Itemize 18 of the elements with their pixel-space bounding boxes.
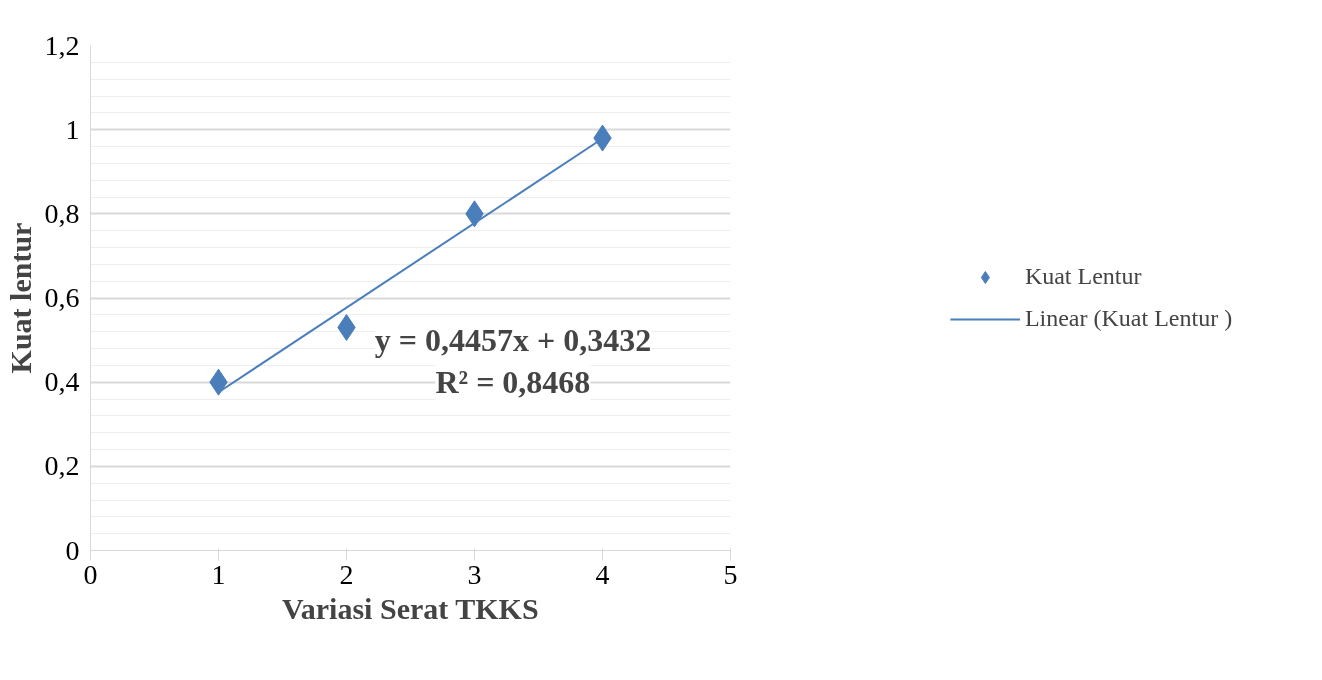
x-tick-label: 1 — [211, 558, 226, 590]
x-tick-label: 4 — [595, 558, 610, 590]
legend-label: Kuat Lentur — [1024, 263, 1142, 290]
y-tick-label: 0,8 — [44, 197, 80, 229]
x-tick-label: 3 — [467, 558, 482, 590]
y-tick-label: 0,2 — [44, 450, 80, 482]
x-axis-title: Variasi Serat TKKS — [281, 591, 539, 625]
annotation: y = 0,4457x + 0,3432 — [374, 322, 652, 359]
legend-label: Linear (Kuat Lentur ) — [1024, 305, 1233, 332]
y-tick-label: 0 — [65, 534, 80, 566]
y-tick-label: 0,6 — [44, 282, 80, 313]
y-tick-label: 1,2 — [44, 29, 80, 61]
x-tick-label: 2 — [339, 558, 354, 590]
y-axis-title: Kuat lentur — [3, 222, 37, 374]
y-tick-label: 0,4 — [44, 366, 80, 398]
annotation: R² = 0,8468 — [435, 364, 591, 401]
y-tick-label: 1 — [65, 113, 80, 145]
x-tick-label: 5 — [723, 558, 738, 590]
